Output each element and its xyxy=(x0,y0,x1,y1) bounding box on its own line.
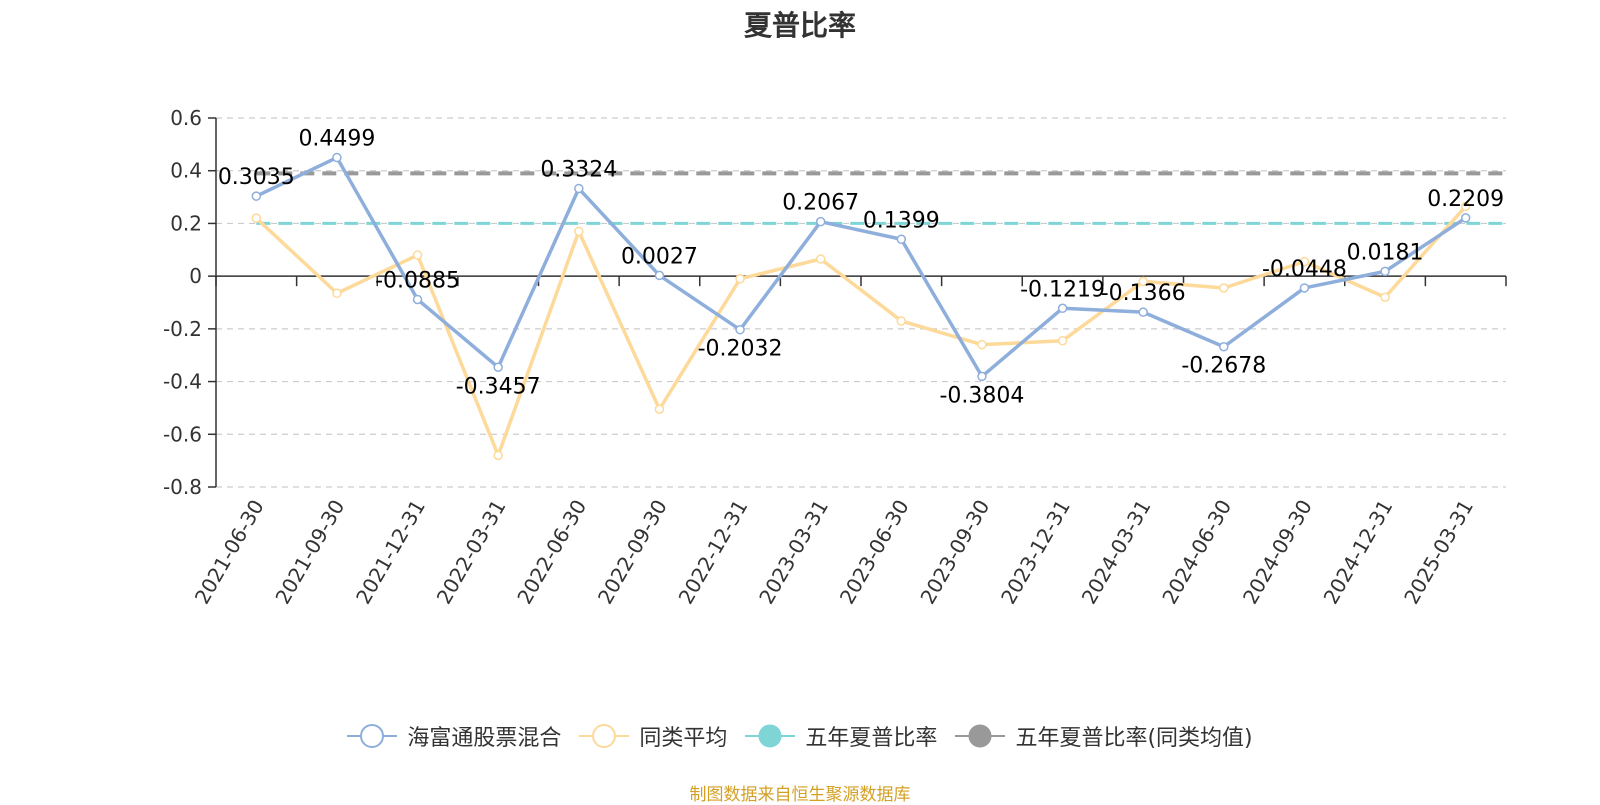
fund-data-label: 0.0027 xyxy=(621,244,698,269)
fund-point xyxy=(1057,303,1068,314)
fund-data-label: -0.2032 xyxy=(698,337,783,362)
x-tick-label: 2024-12-31 xyxy=(1318,496,1397,609)
x-tick-label: 2021-12-31 xyxy=(351,496,430,609)
y-tick-label: 0 xyxy=(189,264,202,288)
fund-data-label: 0.4499 xyxy=(298,127,375,152)
legend: 海富通股票混合 同类平均 五年夏普比率 五年夏普比率(同类均值) xyxy=(0,720,1600,752)
legend-circle-fund xyxy=(360,724,385,748)
fund-data-label: -0.3804 xyxy=(939,383,1024,408)
peer-point xyxy=(654,404,665,414)
fund-point xyxy=(574,183,584,194)
x-tick-label: 2022-09-30 xyxy=(593,496,672,609)
fund-data-label: -0.1366 xyxy=(1101,281,1186,306)
chart-title: 夏普比率 xyxy=(743,9,856,42)
legend-label-fund: 海富通股票混合 xyxy=(407,726,562,751)
peer-point xyxy=(574,226,584,237)
source-note: 制图数据来自恒生聚源数据库 xyxy=(689,785,911,805)
x-tick-label: 2022-12-31 xyxy=(673,496,752,609)
fund-point xyxy=(654,270,665,281)
reference-lines xyxy=(256,171,1506,225)
legend-item-five-year-peer[interactable]: 五年夏普比率(同类均值) xyxy=(955,720,1253,752)
x-tick-label: 2021-06-30 xyxy=(190,496,269,609)
fund-point xyxy=(735,324,745,335)
legend-item-peer[interactable]: 同类平均 xyxy=(579,720,727,752)
fund-data-label: -0.0885 xyxy=(375,268,460,293)
legend-item-five-year[interactable]: 五年夏普比率 xyxy=(745,720,937,752)
legend-marker-five-year xyxy=(745,724,796,748)
x-tick-label: 2023-06-30 xyxy=(835,496,914,609)
fund-point xyxy=(251,191,262,201)
x-tick-label: 2024-09-30 xyxy=(1238,496,1317,609)
peer-point xyxy=(735,274,745,284)
peer-point xyxy=(896,316,907,326)
fund-data-label: 0.0181 xyxy=(1347,240,1424,265)
fund-point xyxy=(493,362,503,373)
x-tick-label: 2022-06-30 xyxy=(512,496,591,609)
fund-point xyxy=(412,294,423,305)
x-tick-label: 2024-03-31 xyxy=(1077,496,1156,609)
legend-label-five-year: 五年夏普比率 xyxy=(805,726,938,751)
peer-point xyxy=(1219,283,1229,293)
fund-data-label: -0.2678 xyxy=(1181,354,1266,379)
fund-point xyxy=(1380,266,1390,277)
y-tick-label: -0.6 xyxy=(163,422,202,446)
fund-point xyxy=(815,216,826,227)
peer-point xyxy=(332,288,342,299)
fund-point xyxy=(1138,307,1148,317)
y-tick-label: -0.8 xyxy=(163,475,202,499)
fund-data-label: 0.2067 xyxy=(782,191,859,216)
legend-label-peer: 同类平均 xyxy=(639,726,728,751)
peer-point xyxy=(1460,201,1471,212)
legend-marker-peer xyxy=(579,724,630,748)
peer-line xyxy=(255,205,1467,458)
x-tick-label: 2025-03-31 xyxy=(1399,496,1478,609)
fund-data-label: -0.3457 xyxy=(456,374,541,399)
series-lines xyxy=(251,152,1471,461)
fund-point xyxy=(896,234,907,245)
legend-marker-five-year-peer xyxy=(955,724,1006,748)
peer-point xyxy=(1299,256,1310,267)
peer-point xyxy=(1380,292,1390,302)
fund-data-label: 0.3035 xyxy=(218,165,295,190)
peer-point xyxy=(1057,335,1068,346)
fund-data-label: 0.2209 xyxy=(1427,187,1504,212)
peer-point xyxy=(493,450,503,461)
y-tick-label: -0.4 xyxy=(163,370,202,394)
fund-point xyxy=(332,152,342,163)
legend-circle-peer xyxy=(592,724,617,748)
peer-point xyxy=(1138,276,1148,287)
x-tick-label: 2021-09-30 xyxy=(270,496,349,609)
peer-point xyxy=(815,254,826,264)
x-tick-label: 2023-12-31 xyxy=(996,496,1075,609)
legend-item-fund[interactable]: 海富通股票混合 xyxy=(347,720,561,752)
legend-label-five-year-peer: 五年夏普比率(同类均值) xyxy=(1015,726,1253,751)
fund-point xyxy=(977,371,987,382)
fund-point xyxy=(1299,283,1310,293)
fund-data-label: 0.3324 xyxy=(540,158,617,183)
fund-data-label: 0.1399 xyxy=(863,208,940,233)
legend-circle-five-year-peer xyxy=(968,724,992,748)
x-tick-label: 2024-06-30 xyxy=(1157,496,1236,609)
x-tick-label: 2022-03-31 xyxy=(432,496,511,609)
y-tick-label: -0.2 xyxy=(163,317,202,341)
peer-point xyxy=(251,213,262,223)
fund-point xyxy=(1219,341,1229,352)
fund-point xyxy=(1460,213,1471,223)
x-tick-label: 2023-09-30 xyxy=(915,496,994,609)
legend-marker-fund xyxy=(347,724,398,748)
peer-point xyxy=(977,339,987,350)
fund-data-label: -0.0448 xyxy=(1262,257,1347,282)
fund-data-label: -0.1219 xyxy=(1020,277,1105,302)
y-tick-label: 0.4 xyxy=(170,159,202,183)
y-tick-label: 0.2 xyxy=(170,211,202,235)
x-tick-label: 2023-03-31 xyxy=(754,496,833,609)
fund-line xyxy=(255,155,1467,379)
legend-circle-five-year xyxy=(758,724,782,748)
peer-point xyxy=(412,250,423,260)
y-tick-label: 0.6 xyxy=(170,106,202,130)
